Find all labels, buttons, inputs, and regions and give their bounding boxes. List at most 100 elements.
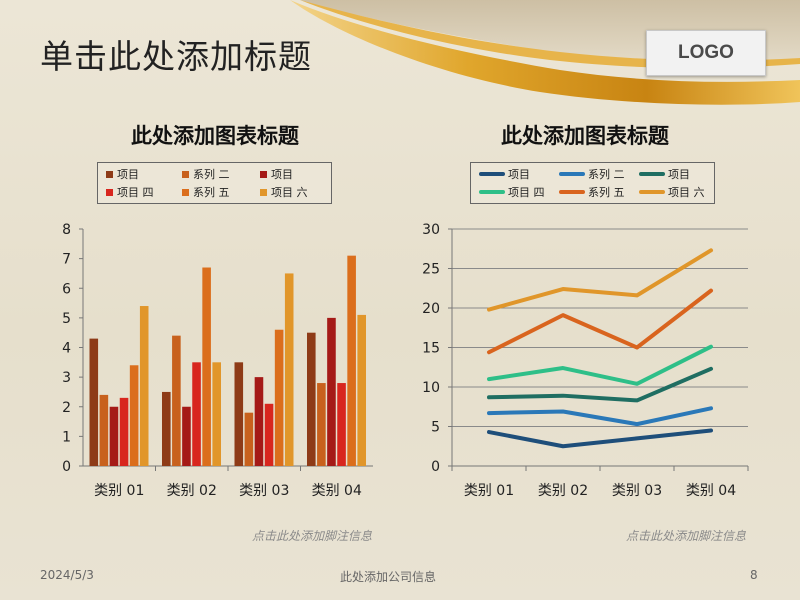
bar[interactable] [274, 329, 284, 466]
x-tick-label: 类别 01 [94, 483, 144, 499]
legend-swatch [479, 190, 505, 194]
legend-label: 系列 二 [588, 168, 625, 181]
legend-label: 系列 五 [588, 186, 625, 199]
bar[interactable] [192, 362, 201, 466]
series-line[interactable] [487, 248, 713, 312]
legend-item: 项目 [639, 166, 690, 182]
page-number: 8 [750, 568, 758, 582]
bar-chart-footnote[interactable]: 点击此处添加脚注信息 [252, 529, 373, 543]
legend-item: 系列 五 [559, 184, 625, 200]
y-tick-label: 8 [62, 222, 71, 238]
y-tick-label: 2 [62, 400, 71, 416]
y-tick-label: 1 [62, 429, 71, 445]
line-chart-legend: 项目 系列 二 项目项目 四 系列 五 项目 六 [470, 162, 715, 204]
bar[interactable] [337, 383, 346, 466]
bar[interactable] [182, 406, 191, 466]
x-tick-label: 类别 03 [239, 483, 289, 499]
legend-item: 系列 五 [182, 184, 230, 200]
gold-ribbon [290, 0, 800, 105]
bar[interactable] [254, 377, 264, 466]
bar[interactable] [307, 332, 316, 466]
legend-swatch [260, 170, 267, 178]
legend-item: 系列 二 [559, 166, 625, 182]
bar[interactable] [172, 335, 181, 466]
footer-company: 此处添加公司信息 [340, 570, 437, 584]
bar[interactable] [264, 403, 274, 466]
legend-label: 项目 [508, 168, 530, 181]
y-tick-label: 7 [62, 252, 71, 268]
y-tick-label: 4 [62, 341, 71, 357]
bar[interactable] [317, 383, 326, 466]
bar[interactable] [109, 406, 119, 466]
legend-swatch [639, 190, 665, 194]
slide-title[interactable]: 单击此处添加标题 [40, 37, 312, 76]
y-tick-label: 30 [422, 222, 440, 238]
footer-date: 2024/5/3 [40, 568, 94, 582]
y-tick-label: 10 [422, 380, 440, 396]
legend-swatch [106, 188, 113, 196]
legend-swatch [182, 170, 189, 178]
bar[interactable] [244, 412, 254, 466]
x-tick-label: 类别 04 [312, 483, 362, 499]
y-tick-label: 5 [62, 311, 71, 327]
y-tick-label: 0 [62, 459, 71, 475]
y-tick-label: 15 [422, 341, 440, 357]
series-line[interactable] [487, 428, 713, 449]
legend-swatch [479, 172, 505, 176]
legend-item: 项目 [260, 166, 293, 182]
y-tick-label: 25 [422, 262, 440, 278]
y-tick-label: 5 [431, 420, 440, 436]
legend-label: 项目 四 [508, 186, 545, 199]
x-tick-label: 类别 02 [167, 483, 217, 499]
series-line[interactable] [487, 344, 713, 386]
legend-item: 系列 二 [182, 166, 230, 182]
legend-swatch [559, 172, 585, 176]
bar[interactable] [284, 273, 294, 466]
logo-placeholder[interactable]: LOGO [646, 30, 766, 76]
line-chart-title[interactable]: 此处添加图表标题 [501, 124, 669, 148]
x-tick-label: 类别 01 [464, 483, 514, 499]
y-tick-label: 3 [62, 370, 71, 386]
legend-label: 系列 五 [193, 186, 230, 199]
bar[interactable] [99, 394, 109, 466]
bar[interactable] [119, 397, 129, 466]
bar[interactable] [202, 267, 211, 466]
legend-item: 项目 [106, 166, 139, 182]
bar-chart-title[interactable]: 此处添加图表标题 [131, 124, 299, 148]
legend-item: 项目 六 [260, 184, 308, 200]
legend-swatch [559, 190, 585, 194]
bar[interactable] [129, 365, 139, 466]
legend-label: 项目 [668, 168, 690, 181]
y-tick-label: 0 [431, 459, 440, 475]
bar[interactable] [357, 314, 366, 466]
bar[interactable] [212, 362, 221, 466]
y-tick-label: 6 [62, 281, 71, 297]
legend-swatch [106, 170, 113, 178]
x-tick-label: 类别 03 [612, 483, 662, 499]
legend-swatch [260, 188, 267, 196]
bar[interactable] [89, 338, 99, 466]
legend-label: 项目 [271, 168, 293, 181]
legend-label: 系列 二 [193, 168, 230, 181]
bar[interactable] [327, 317, 336, 466]
bar[interactable] [139, 306, 149, 466]
series-line[interactable] [487, 406, 713, 427]
legend-swatch [639, 172, 665, 176]
legend-label: 项目 四 [117, 186, 154, 199]
line-chart-footnote[interactable]: 点击此处添加脚注信息 [626, 529, 747, 543]
x-tick-label: 类别 04 [686, 483, 736, 499]
series-line[interactable] [487, 366, 713, 403]
legend-swatch [182, 188, 189, 196]
legend-label: 项目 六 [668, 186, 705, 199]
legend-item: 项目 四 [106, 184, 154, 200]
legend-item: 项目 六 [639, 184, 705, 200]
bar[interactable] [347, 255, 356, 466]
bar[interactable] [234, 362, 244, 466]
series-line[interactable] [487, 288, 713, 355]
legend-label: 项目 [117, 168, 139, 181]
x-tick-label: 类别 02 [538, 483, 588, 499]
legend-item: 项目 [479, 166, 530, 182]
bar[interactable] [162, 391, 171, 466]
